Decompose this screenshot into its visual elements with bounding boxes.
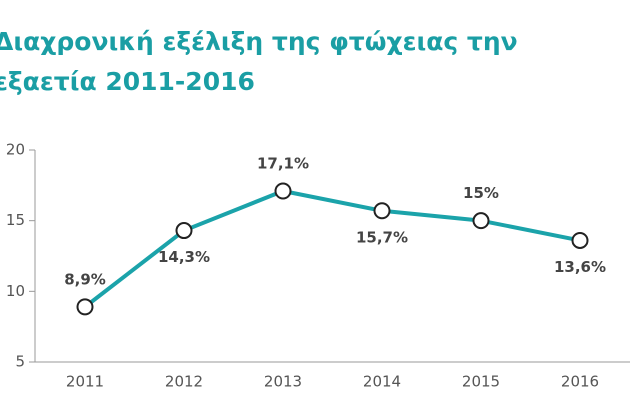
value-label: 15,7% [356,228,408,246]
y-tick-label: 10 [6,282,25,300]
y-tick-label: 20 [6,141,25,159]
data-point [472,212,490,230]
value-label: 17,1% [257,154,309,172]
x-tick-label: 2014 [363,373,401,391]
x-tick-label: 2016 [561,373,599,391]
data-point [76,298,94,316]
value-label: 8,9% [64,270,106,288]
data-line [83,188,581,309]
x-tick-label: 2012 [165,373,203,391]
data-point [373,202,391,220]
data-point [274,182,292,200]
y-tick-label: 15 [6,211,25,229]
chart-title: Διαχρονική εξέλιξη της φτώχειας την εξαε… [0,27,518,96]
value-label: 15% [463,184,499,202]
x-tick-label: 2015 [462,373,500,391]
x-tick-label: 2011 [66,373,104,391]
y-tick-label: 5 [15,353,25,371]
data-point [175,222,193,240]
data-point [571,231,589,249]
x-tick-label: 2013 [264,373,302,391]
value-label: 13,6% [554,258,606,276]
value-label: 14,3% [158,248,210,266]
